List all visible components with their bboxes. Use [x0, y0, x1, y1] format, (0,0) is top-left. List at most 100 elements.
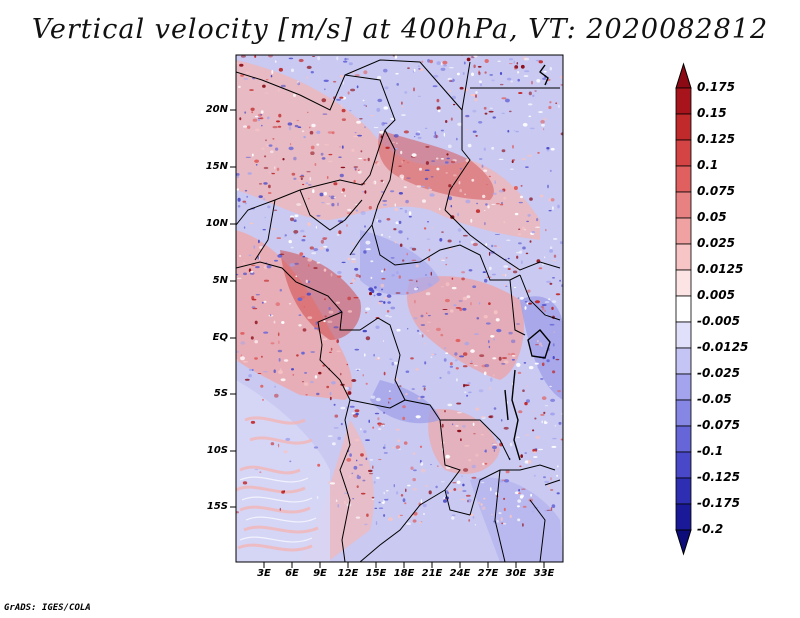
- field-speckle: [276, 167, 280, 171]
- field-speckle: [244, 111, 247, 114]
- field-speckle: [300, 229, 305, 233]
- field-speckle: [344, 500, 346, 505]
- field-speckle: [385, 314, 389, 317]
- field-speckle: [474, 98, 478, 102]
- field-speckle: [291, 172, 296, 176]
- field-speckle: [374, 412, 380, 415]
- field-speckle: [278, 358, 281, 362]
- field-speckle: [355, 273, 359, 278]
- field-speckle: [243, 272, 247, 276]
- field-speckle: [488, 345, 491, 349]
- field-speckle: [384, 444, 386, 447]
- field-speckle: [290, 246, 294, 249]
- field-speckle: [507, 257, 510, 260]
- field-speckle: [467, 382, 471, 385]
- field-speckle: [492, 357, 497, 360]
- field-speckle: [429, 59, 434, 64]
- field-speckle: [254, 128, 260, 132]
- field-speckle: [367, 157, 370, 162]
- field-speckle: [543, 70, 547, 73]
- field-speckle: [484, 112, 488, 115]
- field-speckle: [403, 130, 409, 134]
- field-speckle: [419, 445, 423, 448]
- field-speckle: [383, 122, 388, 124]
- field-speckle: [426, 238, 431, 240]
- field-speckle: [430, 271, 432, 276]
- colorbar-label: -0.0125: [697, 340, 749, 354]
- field-speckle: [406, 237, 409, 240]
- field-speckle: [546, 147, 550, 150]
- field-speckle: [539, 342, 542, 346]
- field-speckle: [524, 301, 528, 303]
- field-speckle: [330, 195, 335, 200]
- colorbar-bin: [675, 217, 692, 245]
- field-speckle: [517, 371, 522, 374]
- field-speckle: [383, 268, 386, 271]
- colorbar-bin: [675, 139, 692, 167]
- field-speckle: [402, 405, 406, 409]
- field-speckle: [538, 111, 543, 113]
- field-speckle: [462, 490, 467, 492]
- field-speckle: [351, 412, 355, 415]
- field-speckle: [537, 366, 542, 369]
- field-speckle: [327, 160, 333, 162]
- field-speckle: [264, 92, 269, 94]
- field-speckle: [548, 484, 550, 488]
- field-speckle: [365, 240, 371, 245]
- field-speckle: [238, 85, 241, 89]
- field-speckle: [500, 419, 503, 422]
- field-speckle: [336, 98, 341, 101]
- field-speckle: [254, 340, 258, 344]
- field-speckle: [250, 336, 254, 340]
- field-speckle: [388, 397, 392, 400]
- field-speckle: [388, 401, 390, 404]
- field-speckle: [420, 499, 423, 504]
- field-speckle: [398, 230, 403, 234]
- field-speckle: [443, 64, 447, 67]
- field-speckle: [416, 329, 420, 332]
- field-speckle: [381, 122, 385, 126]
- field-speckle: [427, 315, 431, 317]
- field-speckle: [524, 306, 527, 310]
- field-speckle: [398, 275, 401, 279]
- field-speckle: [255, 164, 258, 166]
- field-speckle: [305, 76, 309, 79]
- field-speckle: [316, 130, 321, 134]
- field-speckle: [429, 193, 435, 197]
- field-speckle: [489, 107, 493, 110]
- field-speckle: [475, 407, 480, 411]
- field-speckle: [491, 146, 495, 150]
- field-speckle: [374, 286, 377, 289]
- field-speckle: [316, 495, 319, 500]
- field-speckle: [301, 239, 306, 242]
- field-speckle: [446, 157, 450, 160]
- field-speckle: [318, 371, 322, 375]
- field-speckle: [472, 422, 475, 426]
- field-speckle: [450, 117, 453, 121]
- field-speckle: [360, 492, 366, 495]
- field-speckle: [267, 192, 272, 194]
- field-speckle: [550, 507, 553, 511]
- field-speckle: [404, 209, 408, 214]
- field-speckle: [400, 494, 404, 497]
- field-speckle: [259, 471, 262, 473]
- field-speckle: [254, 159, 259, 163]
- lat-label: EQ: [212, 332, 228, 343]
- field-speckle: [239, 117, 242, 121]
- field-speckle: [349, 405, 355, 408]
- field-speckle: [292, 374, 295, 376]
- field-speckle: [448, 489, 452, 493]
- field-speckle: [540, 120, 545, 124]
- field-speckle: [405, 199, 409, 204]
- field-speckle: [425, 161, 429, 165]
- field-speckle: [327, 131, 333, 134]
- field-speckle: [346, 363, 349, 366]
- field-speckle: [321, 202, 325, 204]
- field-speckle: [236, 277, 242, 279]
- field-speckle: [384, 296, 388, 300]
- field-speckle: [462, 234, 468, 237]
- colorbar-label: -0.125: [697, 470, 740, 484]
- field-speckle: [526, 385, 528, 388]
- field-speckle: [422, 199, 426, 203]
- field-speckle: [507, 268, 511, 270]
